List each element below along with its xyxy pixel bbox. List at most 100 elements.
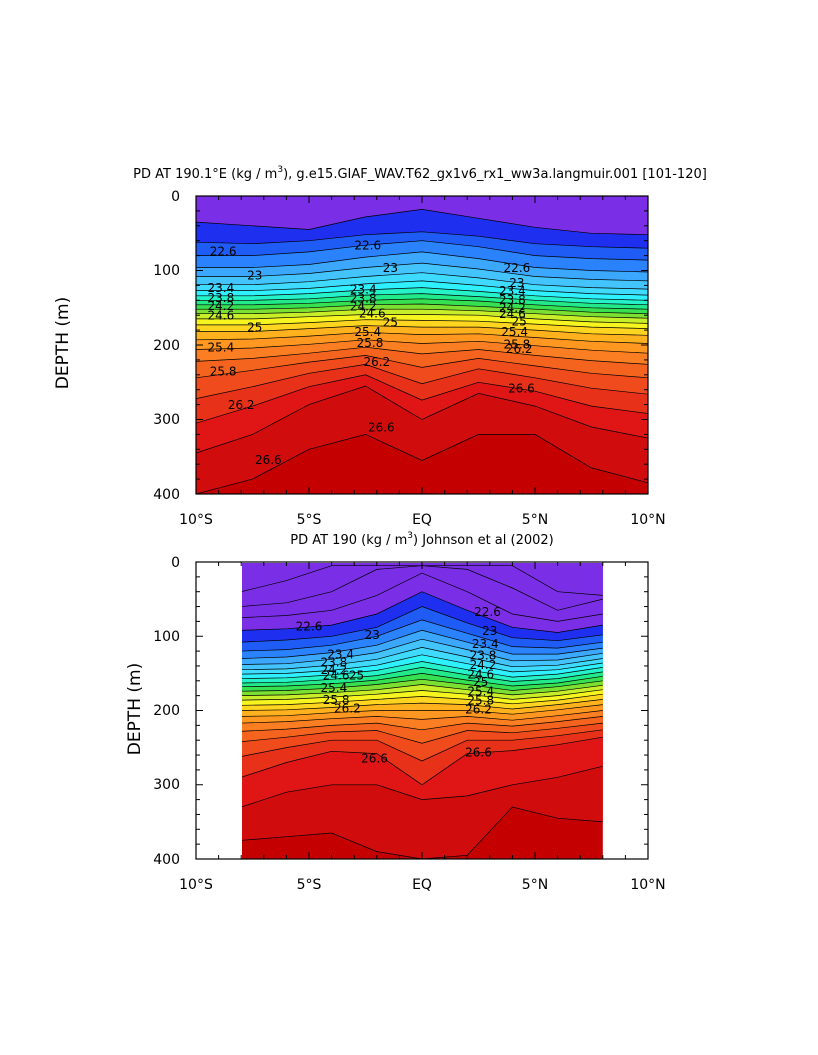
title-superscript: 3 [407,531,413,541]
x-tick-label: 5°N [522,877,548,893]
contour-label: 24.2 [350,300,377,314]
contour-label: 23.8 [350,292,377,306]
contour-label: 25.8 [357,336,384,350]
y-axis-label: DEPTH (m) [53,297,73,389]
contour-line [242,689,603,701]
y-tick-label: 400 [153,852,180,868]
contour-line [242,661,603,679]
contour-line [242,710,603,724]
contour-line [196,308,648,319]
contour-label: 24.2 [470,658,497,672]
y-tick-label: 100 [153,263,180,279]
contour-label: 25 [512,315,527,329]
contour-label: 25 [349,668,364,682]
contour-line [242,678,603,692]
axis-ticks [195,561,649,860]
contour-label: 26.2 [506,342,533,356]
contour-label: 22.6 [210,245,237,259]
contour-label: 24.6 [208,309,235,323]
contour-label: 23 [383,261,398,275]
y-tick-labels: 0 100 200 300 400 [153,555,180,868]
density-band [196,196,648,235]
y-tick-label: 0 [171,555,180,571]
contour-label: 24.2 [208,299,235,313]
x-tick-label: EQ [412,512,432,528]
contour-line [242,572,603,622]
contour-line [196,293,648,306]
filled-contours [242,563,603,859]
x-tick-label: 10°S [179,877,213,893]
contour-line [196,374,648,424]
contour-label: 23 [482,624,497,638]
contour-label: 26.2 [334,702,361,716]
x-tick-label: EQ [412,877,432,893]
contour-lines [242,565,603,859]
contour-line [242,704,603,717]
contour-line [196,298,648,310]
contour-line [196,287,648,301]
title-superscript: 3 [277,165,283,175]
contour-line [196,262,648,282]
contour-label: 26.6 [368,420,395,434]
contour-label: 26.6 [255,453,282,467]
y-tick-label: 200 [153,338,180,354]
contour-label: 25 [383,315,398,329]
y-tick-label: 300 [153,412,180,428]
contour-line [196,231,648,249]
contour-line [196,434,648,494]
contour-line [196,280,648,296]
x-tick-labels: 10°S 5°S EQ 5°N 10°N [179,512,666,528]
contour-line [242,684,603,696]
contour-label: 23.8 [321,656,348,670]
contour-line [242,619,603,652]
density-band [242,563,603,611]
contour-label: 26.6 [508,382,535,396]
chart-title: PD AT 190.1°E (kg / m3), g.e15.GIAF_WAV.… [133,165,707,182]
contour-line [242,629,603,659]
x-tick-label: 10°S [179,512,213,528]
contour-label: 22.6 [504,261,531,275]
contour-label: 25.8 [210,365,237,379]
contour-line [242,722,603,744]
contour-line [242,654,603,675]
title-rest: ), g.e15.GIAF_WAV.T62_gx1v6_rx1_ww3a.lan… [283,167,642,182]
y-tick-labels: 0 100 200 300 400 [153,189,180,503]
contour-label: 22.6 [354,239,381,253]
contour-line [242,638,603,665]
x-tick-label: 5°N [522,512,548,528]
contour-label: 23.4 [472,637,499,651]
contour-line [196,251,648,273]
contour-line [196,314,648,324]
filled-contours [196,196,648,494]
contour-line [196,209,648,236]
contour-label: 25.8 [467,694,494,708]
contour-label: 22.6 [296,619,323,633]
contour-line [242,667,603,684]
contour-label: 23 [509,276,524,290]
y-tick-label: 300 [153,777,180,793]
contour-line [242,699,603,711]
contour-label: 26.6 [465,746,492,760]
contour-line [196,385,648,454]
contour-label: 22.6 [474,605,501,619]
contour-label: 26.2 [465,702,492,716]
contour-line [242,647,603,671]
contour-label: 25.4 [501,325,528,339]
contour-line [196,339,648,354]
contour-label: 23.4 [350,283,377,297]
contour-lines [196,209,648,494]
contour-label: 25.4 [321,681,348,695]
y-tick-label: 200 [153,703,180,719]
contour-line [196,240,648,261]
contour-line [196,331,648,344]
contour-line [242,736,603,786]
y-tick-label: 0 [171,189,180,205]
x-tick-labels: 10°S 5°S EQ 5°N 10°N [179,877,666,893]
y-tick-label: 400 [153,487,180,503]
contour-label: 23 [365,628,380,642]
x-tick-label: 5°S [297,877,322,893]
contour-label: 25 [247,321,262,335]
contour-line [196,272,648,290]
